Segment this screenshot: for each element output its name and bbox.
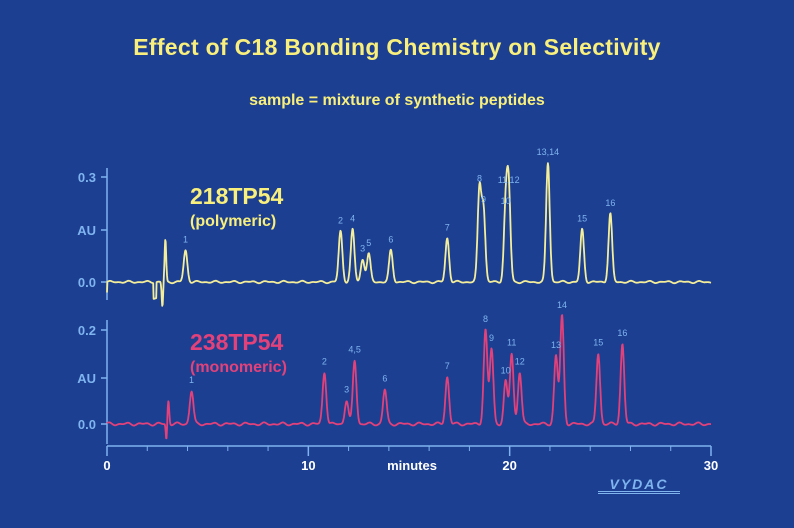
peak-label: 15 <box>577 214 587 224</box>
peak-label: 2 <box>322 356 327 366</box>
series-name: 238TP54 <box>190 329 284 355</box>
peak-label: 2 <box>338 215 343 225</box>
y-tick-label: 0.0 <box>78 417 96 432</box>
x-tick-label: 30 <box>704 458 718 473</box>
series-subname: (monomeric) <box>190 359 287 376</box>
peak-label: 10 <box>501 196 511 206</box>
peak-label: 7 <box>445 361 450 371</box>
peak-label: 10 <box>501 366 511 376</box>
peak-label: 9 <box>489 333 494 343</box>
traces-layer <box>106 162 712 440</box>
peak-label: 8 <box>477 173 482 183</box>
peak-label: 7 <box>445 222 450 232</box>
peak-label: 11 <box>507 338 516 348</box>
peak-label: 15 <box>593 338 603 348</box>
series-subname: (polymeric) <box>190 213 276 230</box>
chart-title: Effect of C18 Bonding Chemistry on Selec… <box>133 34 661 60</box>
vydac-logo: VYDAC <box>598 477 680 494</box>
peak-label: 8 <box>483 314 488 324</box>
series-name: 218TP54 <box>190 183 284 209</box>
peak-label: 4 <box>350 214 355 224</box>
y-axis-label: AU <box>77 371 96 386</box>
chart-subtitle: sample = mixture of synthetic peptides <box>249 92 545 109</box>
y-axis-label: AU <box>77 223 96 238</box>
x-tick-label: 10 <box>301 458 315 473</box>
peak-label: 4,5 <box>348 345 361 355</box>
peak-label: 3 <box>344 385 349 395</box>
peak-label: 13 <box>551 340 561 350</box>
peak-label: 16 <box>605 198 615 208</box>
y-tick-label: 0.0 <box>78 275 96 290</box>
peak-label: 1 <box>183 235 188 245</box>
x-tick-label: 20 <box>502 458 516 473</box>
peak-label: 6 <box>382 374 387 384</box>
x-axis-label: minutes <box>387 458 437 473</box>
chromatogram-trace-polymeric <box>106 162 712 307</box>
peak-label: 3 <box>360 243 365 253</box>
axes-layer <box>101 168 712 456</box>
peak-label: 14 <box>557 300 567 310</box>
peak-label: 9 <box>481 194 486 204</box>
peak-label: 16 <box>617 328 627 338</box>
peak-label: 5 <box>366 238 371 248</box>
peak-label: 11,12 <box>498 175 520 185</box>
peak-label: 6 <box>388 235 393 245</box>
peak-label: 13,14 <box>537 147 560 157</box>
chromatogram-trace-monomeric <box>106 314 712 440</box>
peak-label: 1 <box>189 375 194 385</box>
x-tick-label: 0 <box>103 458 110 473</box>
peak-label: 12 <box>515 356 525 366</box>
y-tick-label: 0.3 <box>78 170 96 185</box>
y-tick-label: 0.2 <box>78 323 96 338</box>
